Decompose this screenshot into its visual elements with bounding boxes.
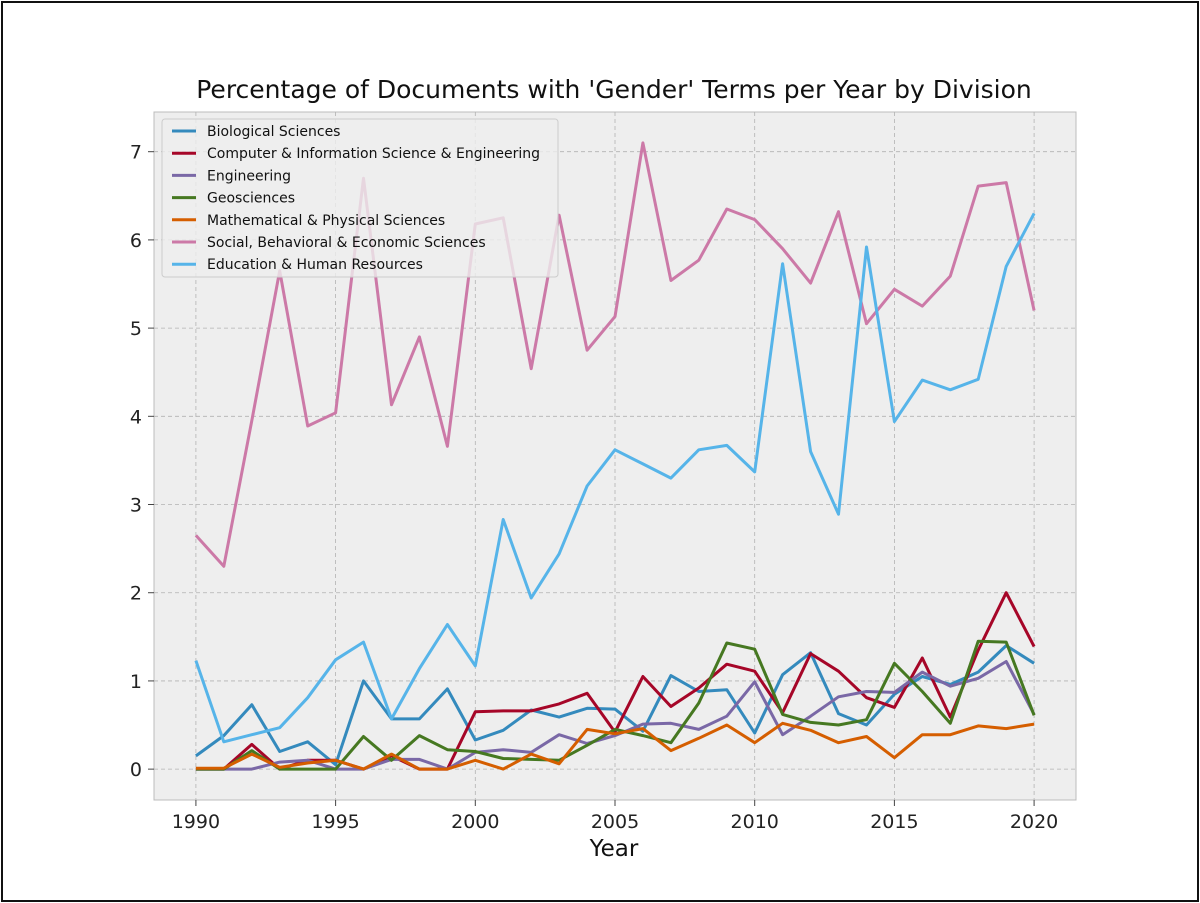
series-line-6 [194,141,1036,568]
x-tick-label: 2015 [870,811,918,833]
series-line-1 [195,644,1035,767]
chart-title: Percentage of Documents with 'Gender' Te… [196,75,1032,104]
y-tick-label: 7 [130,142,142,164]
y-tick-label: 4 [130,406,142,428]
x-axis-label: Year [589,836,639,862]
legend: Biological Sciences Computer & Informatio… [161,118,559,278]
legend-label: Computer & Information Science & Enginee… [207,146,540,162]
y-axis-ticks: 0 1 2 3 4 5 6 7 [130,142,154,781]
y-tick-label: 2 [130,583,142,605]
x-tick-label: 2005 [591,811,639,833]
legend-label: Geosciences [207,191,295,207]
legend-label: Mathematical & Physical Sciences [207,213,445,229]
series-line-5 [195,721,1035,771]
x-axis-ticks: 1990 1995 2000 2005 2010 2015 2020 [172,800,1058,833]
x-tick-label: 2020 [1010,811,1058,833]
y-tick-label: 5 [130,318,142,340]
series-line-4 [195,639,1036,771]
series-line-7 [194,212,1036,744]
legend-box [161,118,559,278]
y-tick-label: 6 [130,230,142,252]
legend-label: Engineering [207,168,291,184]
y-tick-label: 3 [130,495,142,517]
y-tick-label: 1 [130,671,142,693]
legend-label: Social, Behavioral & Economic Sciences [207,235,486,251]
x-tick-label: 1995 [311,811,359,833]
series-lines [194,141,1036,771]
x-tick-label: 2000 [451,811,499,833]
y-tick-label: 0 [130,759,142,781]
legend-label: Education & Human Resources [207,257,423,273]
legend-label: Biological Sciences [207,124,340,140]
x-tick-label: 2010 [731,811,779,833]
x-tick-label: 1990 [172,811,220,833]
